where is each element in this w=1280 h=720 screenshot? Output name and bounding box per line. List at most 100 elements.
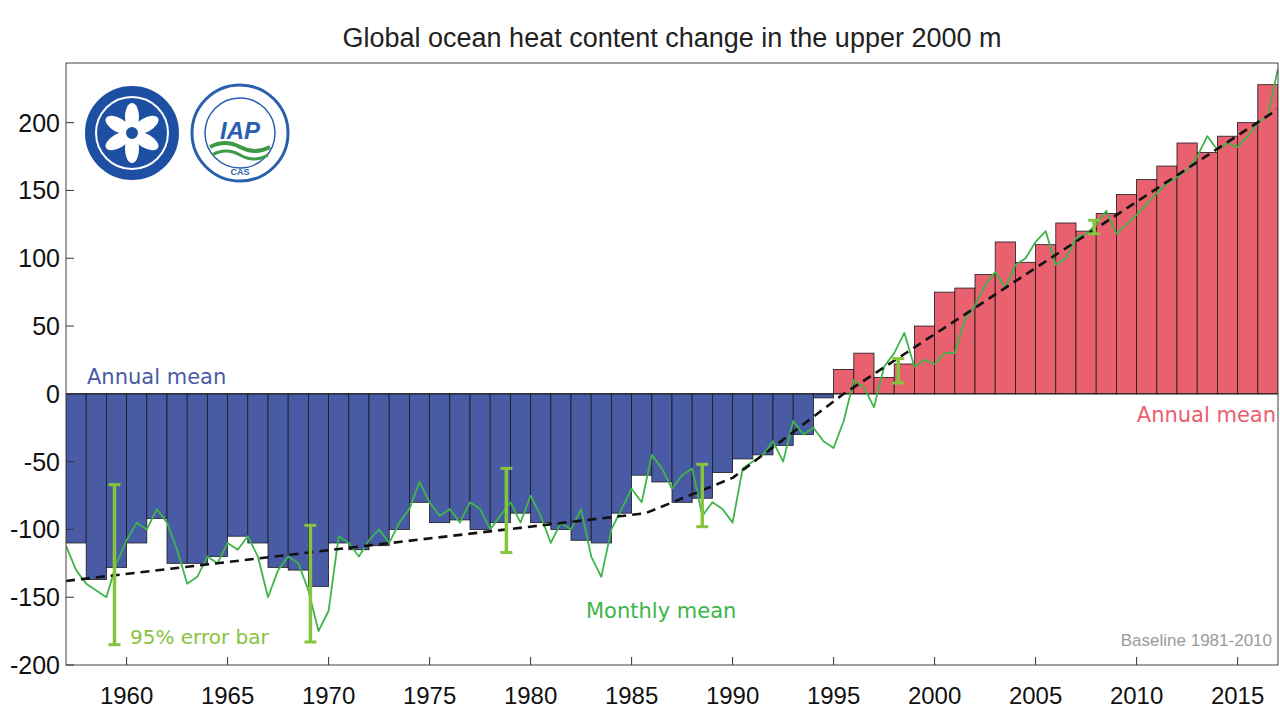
logo-iap-ring — [205, 98, 275, 168]
x-tick — [732, 657, 733, 665]
bar — [874, 378, 894, 394]
baseline-note: Baseline 1981-2010 — [1121, 631, 1272, 650]
chart-root: Global ocean heat content change in the … — [0, 0, 1280, 720]
x-tick-label: 1980 — [504, 682, 557, 709]
logo-cas-ring — [96, 97, 168, 169]
error-bar — [108, 485, 120, 645]
bar — [389, 394, 409, 530]
bar — [1177, 143, 1197, 394]
line-series — [66, 68, 1278, 631]
y-tick — [66, 597, 74, 598]
bar — [1157, 166, 1177, 394]
x-tick-label: 1960 — [100, 682, 153, 709]
x-tick — [833, 657, 834, 665]
y-tick — [66, 326, 74, 327]
monthly-mean-label: Monthly mean — [586, 599, 736, 623]
logos: IAP CAS — [84, 85, 288, 181]
error-bar-cap — [1088, 219, 1100, 222]
bar — [369, 394, 389, 546]
bar — [430, 394, 450, 523]
annual-mean-label: Annual mean — [1137, 403, 1276, 427]
x-tick — [328, 657, 329, 665]
y-tick — [66, 190, 74, 191]
error-bar-cap — [108, 643, 120, 646]
y-tick-label: 0 — [46, 380, 60, 408]
bar — [733, 394, 753, 459]
x-tick — [1136, 657, 1137, 665]
x-tick — [429, 657, 430, 665]
y-tick-label: 50 — [32, 312, 60, 340]
error-bar-stem — [701, 464, 705, 526]
bar — [450, 394, 470, 520]
x-tick-label: 2005 — [1009, 682, 1062, 709]
y-tick-label: -150 — [10, 583, 60, 611]
error-bar-cap — [696, 525, 708, 528]
bar — [632, 394, 652, 475]
error-bar-cap — [696, 463, 708, 466]
error-bar — [500, 468, 512, 552]
x-tick-label: 2000 — [908, 682, 961, 709]
bar — [86, 394, 106, 580]
bar — [510, 394, 530, 513]
x-tick — [126, 657, 127, 665]
logo-cas-center — [125, 126, 139, 140]
error-bar-cap — [108, 483, 120, 486]
logo-iap-wave — [210, 143, 270, 151]
bar — [1238, 123, 1258, 394]
bar — [409, 394, 429, 502]
x-tick-label: 1975 — [403, 682, 456, 709]
x-tick-label: 1995 — [807, 682, 860, 709]
bar — [1096, 214, 1116, 394]
x-tick-label: 1965 — [201, 682, 254, 709]
error-bar-stem — [309, 525, 313, 642]
error-bar-cap — [892, 381, 904, 384]
bar — [106, 394, 126, 568]
bar — [147, 394, 167, 519]
title: Global ocean heat content change in the … — [343, 23, 1002, 53]
error-bar-cap — [500, 467, 512, 470]
error-bar-cap — [1088, 232, 1100, 235]
bar — [329, 394, 349, 543]
bar — [167, 394, 187, 563]
y-tick-label: 100 — [18, 244, 60, 272]
error-bar-cap — [892, 357, 904, 360]
error-bar-stem — [505, 468, 509, 552]
x-tick-label: 1970 — [302, 682, 355, 709]
logo-cas — [84, 85, 180, 181]
error-bar-cap — [500, 551, 512, 554]
error-bar-stem — [1092, 220, 1096, 234]
error-bar-label: 95% error bar — [130, 625, 270, 649]
bar — [975, 275, 995, 394]
error-bar — [696, 464, 708, 526]
plot-frame — [66, 63, 1278, 665]
y-tick — [66, 393, 74, 394]
x-tick-label: 2010 — [1110, 682, 1163, 709]
logo-cas-text: CAS — [230, 167, 249, 177]
bar — [228, 394, 248, 536]
x-tick-label: 2015 — [1211, 682, 1264, 709]
bar — [995, 242, 1015, 394]
y-tick — [66, 258, 74, 259]
x-tick — [934, 657, 935, 665]
plot-data — [66, 68, 1278, 644]
y-tick — [66, 665, 74, 666]
bar — [935, 292, 955, 394]
y-tick-label: 200 — [18, 109, 60, 137]
bar — [712, 394, 732, 473]
x-tick — [631, 657, 632, 665]
x-tick-label: 1985 — [605, 682, 658, 709]
bar — [1197, 152, 1217, 393]
y-tick-label: -100 — [10, 515, 60, 543]
bar — [66, 394, 86, 543]
bar — [1258, 85, 1278, 394]
y-tick — [66, 122, 74, 123]
y-tick-label: -50 — [24, 448, 60, 476]
annual-mean-label: Annual mean — [87, 365, 226, 389]
y-tick — [66, 529, 74, 530]
x-tick — [530, 657, 531, 665]
logo-iap-text: IAP — [220, 117, 261, 144]
bar — [813, 394, 833, 398]
error-bar — [1088, 220, 1100, 234]
x-tick — [1035, 657, 1036, 665]
bar — [773, 394, 793, 446]
